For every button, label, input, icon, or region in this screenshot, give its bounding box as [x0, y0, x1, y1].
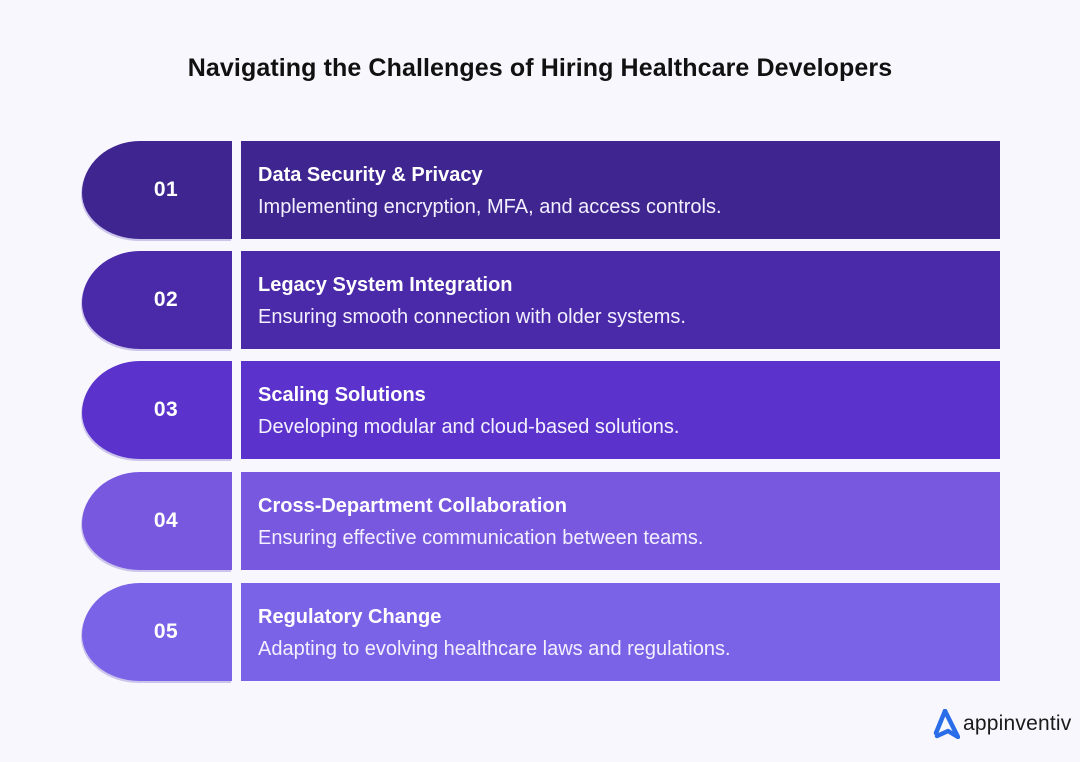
- challenge-card: Data Security & Privacy Implementing enc…: [241, 141, 1000, 239]
- challenge-row-05: 05 Regulatory Change Adapting to evolvin…: [82, 583, 1000, 681]
- brand-name: appinventiv: [963, 712, 1072, 735]
- number-badge: 05: [82, 583, 232, 681]
- challenge-description: Ensuring effective communication between…: [258, 527, 704, 549]
- brand-logo: appinventiv: [932, 709, 1071, 739]
- item-number: 01: [153, 178, 179, 201]
- challenge-heading: Regulatory Change: [258, 606, 442, 628]
- number-badge: 03: [82, 361, 232, 459]
- challenge-row-01: 01 Data Security & Privacy Implementing …: [82, 141, 1000, 239]
- item-number: 04: [153, 509, 179, 532]
- number-badge: 04: [82, 472, 232, 570]
- number-badge: 02: [82, 251, 232, 349]
- challenge-description: Developing modular and cloud-based solut…: [258, 416, 680, 438]
- challenge-row-02: 02 Legacy System Integration Ensuring sm…: [82, 251, 1000, 349]
- challenge-card: Cross-Department Collaboration Ensuring …: [241, 472, 1000, 570]
- challenge-description: Ensuring smooth connection with older sy…: [258, 306, 686, 328]
- challenge-heading: Cross-Department Collaboration: [258, 495, 567, 517]
- challenge-row-04: 04 Cross-Department Collaboration Ensuri…: [82, 472, 1000, 570]
- challenge-heading: Scaling Solutions: [258, 384, 426, 406]
- challenge-heading: Legacy System Integration: [258, 274, 513, 296]
- challenge-row-03: 03 Scaling Solutions Developing modular …: [82, 361, 1000, 459]
- challenge-description: Implementing encryption, MFA, and access…: [258, 196, 722, 218]
- number-badge: 01: [82, 141, 232, 239]
- challenge-card: Legacy System Integration Ensuring smoot…: [241, 251, 1000, 349]
- challenge-heading: Data Security & Privacy: [258, 164, 483, 186]
- challenge-description: Adapting to evolving healthcare laws and…: [258, 638, 731, 660]
- item-number: 05: [153, 620, 179, 643]
- challenge-card: Regulatory Change Adapting to evolving h…: [241, 583, 1000, 681]
- challenge-card: Scaling Solutions Developing modular and…: [241, 361, 1000, 459]
- item-number: 03: [153, 398, 179, 421]
- appinventiv-a-icon: [933, 709, 960, 739]
- item-number: 02: [153, 288, 179, 311]
- page-title: Navigating the Challenges of Hiring Heal…: [187, 54, 893, 82]
